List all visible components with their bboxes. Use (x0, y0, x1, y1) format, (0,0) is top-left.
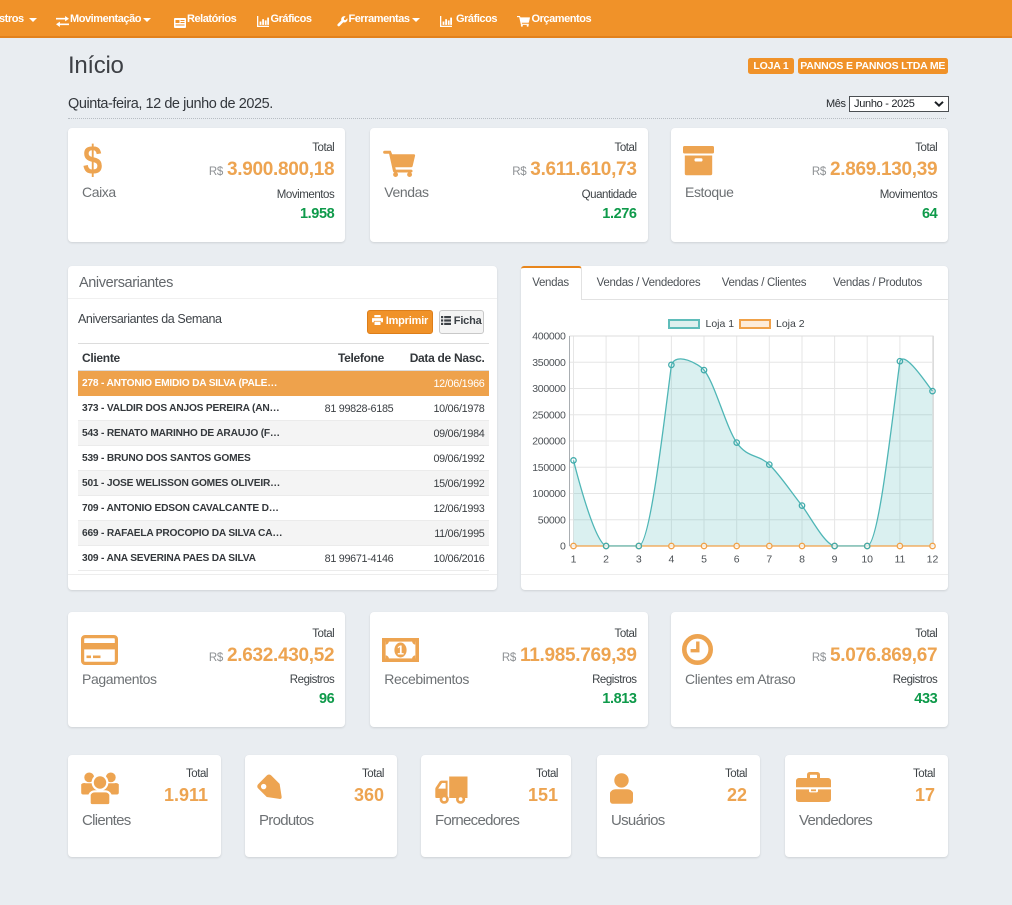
svg-text:4: 4 (668, 554, 674, 566)
svg-text:400000: 400000 (532, 331, 566, 343)
svg-text:150000: 150000 (532, 462, 566, 474)
svg-text:0: 0 (559, 541, 565, 553)
svg-text:350000: 350000 (532, 357, 566, 369)
svg-text:2: 2 (603, 554, 609, 566)
svg-text:200000: 200000 (532, 436, 566, 448)
svg-text:12: 12 (926, 554, 938, 566)
svg-text:9: 9 (831, 554, 837, 566)
svg-text:10: 10 (861, 554, 873, 566)
svg-text:100000: 100000 (532, 488, 566, 500)
svg-text:250000: 250000 (532, 409, 566, 421)
svg-text:6: 6 (733, 554, 739, 566)
svg-text:7: 7 (766, 554, 772, 566)
svg-text:8: 8 (799, 554, 805, 566)
svg-text:5: 5 (701, 554, 707, 566)
svg-text:50000: 50000 (537, 514, 565, 526)
svg-text:11: 11 (894, 554, 905, 566)
svg-text:300000: 300000 (532, 383, 566, 395)
svg-text:3: 3 (635, 554, 641, 566)
svg-text:1: 1 (570, 554, 576, 566)
svg-text:1: 1 (397, 644, 404, 658)
